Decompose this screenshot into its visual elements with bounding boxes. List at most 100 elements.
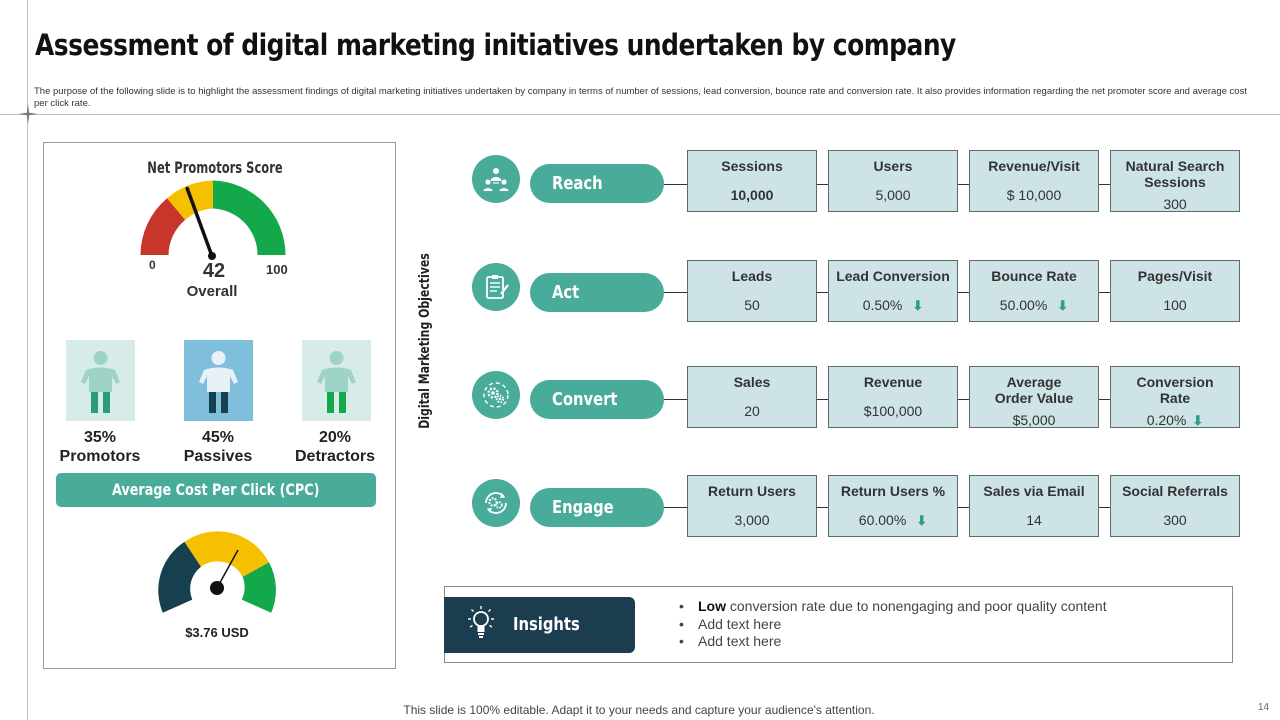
insight-item: Add text here xyxy=(679,633,1107,651)
cpc-title: Average Cost Per Click (CPC) xyxy=(112,480,320,499)
metric-label: Return Users % xyxy=(840,483,946,499)
detractors-stat: 20% Detractors xyxy=(285,428,385,466)
cpc-needle-hub xyxy=(210,581,224,595)
metric-label: Social Referrals xyxy=(1122,483,1228,499)
cpc-gauge-top xyxy=(184,531,269,577)
metric-value-wrap: 60.00% ⬇ xyxy=(829,512,957,529)
nps-needle-hub xyxy=(208,252,216,260)
nps-min: 0 xyxy=(149,258,156,272)
metric-value: 20 xyxy=(744,403,760,419)
metric-value: $ 10,000 xyxy=(1006,187,1062,203)
metric-label: Revenue xyxy=(863,374,923,390)
metric-label: Sessions xyxy=(721,158,783,174)
metric-users: Users 5,000 xyxy=(828,150,958,212)
metric-label: Sales xyxy=(733,374,771,390)
metric-sales: Sales 20 xyxy=(687,366,817,428)
metric-natural-search-sessions: Natural Search Sessions 300 xyxy=(1110,150,1240,212)
cpc-needle xyxy=(216,549,239,589)
metric-label: Return Users xyxy=(708,483,796,499)
gear-refresh-icon xyxy=(485,492,507,514)
detractors-person-card xyxy=(302,340,371,421)
metric-value: $5,000 xyxy=(1012,412,1056,428)
metric-label: Lead Conversion xyxy=(836,268,950,284)
metric-label: Conversion Rate xyxy=(1136,374,1214,406)
convert-pill: Convert xyxy=(530,380,664,419)
objectives-axis-label: Digital Marketing Objectives xyxy=(417,253,433,429)
cpc-value: $3.76 USD xyxy=(185,625,249,640)
metric-value: 300 xyxy=(1163,196,1187,212)
metric-social-referrals: Social Referrals 300 xyxy=(1110,475,1240,537)
insights-label: Insights xyxy=(513,614,580,635)
nps-max: 100 xyxy=(266,262,288,277)
metric-return-users: Return Users 3,000 xyxy=(687,475,817,537)
insights-list: Low conversion rate due to nonengaging a… xyxy=(679,598,1107,651)
metric-revenue-visit: Revenue/Visit $ 10,000 xyxy=(969,150,1099,212)
promotors-person-card xyxy=(66,340,135,421)
metric-average-order-value: Average Order Value $5,000 xyxy=(969,366,1099,428)
gears-cycle-icon xyxy=(483,382,509,408)
convert-icon-circle xyxy=(472,371,520,419)
arrow-down-icon: ⬇ xyxy=(912,298,924,313)
metric-value: $100,000 xyxy=(863,403,923,419)
metric-value: 100 xyxy=(1163,297,1187,313)
metric-value: 50.00% xyxy=(999,297,1048,313)
metric-pages-visit: Pages/Visit 100 xyxy=(1110,260,1240,322)
metric-lead-conversion: Lead Conversion 0.50% ⬇ xyxy=(828,260,958,322)
metric-label: Sales via Email xyxy=(983,483,1085,499)
metric-value: 0.50% xyxy=(862,297,903,313)
person-icon xyxy=(199,351,238,413)
insight-item: Add text here xyxy=(679,616,1107,634)
metric-value-wrap: 50.00% ⬇ xyxy=(970,297,1098,314)
cpc-title-bar: Average Cost Per Click (CPC) xyxy=(56,473,376,507)
insight-item: Low conversion rate due to nonengaging a… xyxy=(679,598,1107,616)
metric-label: Users xyxy=(873,158,913,174)
detractors-label: Detractors xyxy=(294,448,376,465)
promotors-label: Promotors xyxy=(59,448,141,465)
slide-footer: This slide is 100% editable. Adapt it to… xyxy=(403,703,875,717)
metric-leads: Leads 50 xyxy=(687,260,817,322)
metric-label: Average Order Value xyxy=(994,374,1074,406)
metric-label: Pages/Visit xyxy=(1137,268,1213,284)
lightbulb-idea-icon xyxy=(468,606,494,638)
cpc-gauge-right xyxy=(241,562,276,613)
cpc-gauge xyxy=(158,531,276,613)
clipboard-checklist-icon xyxy=(486,275,509,299)
slide-subtitle: The purpose of the following slide is to… xyxy=(34,86,1247,109)
person-icon xyxy=(317,351,356,413)
nps-overall-label: Overall xyxy=(186,283,238,300)
passives-pct: 45% xyxy=(201,429,235,446)
reach-pill: Reach xyxy=(530,164,664,203)
engage-icon-circle xyxy=(472,479,520,527)
passives-stat: 45% Passives xyxy=(168,428,268,466)
nps-gauge-low xyxy=(140,198,186,255)
metric-value: 5,000 xyxy=(875,187,911,203)
engage-pill: Engage xyxy=(530,488,664,527)
nps-cpc-panel xyxy=(43,142,396,669)
metric-value: 0.20% xyxy=(1146,412,1187,428)
metric-value: 14 xyxy=(1026,512,1042,528)
header-divider xyxy=(0,114,1280,115)
left-guide-line xyxy=(27,0,28,720)
promotors-stat: 35% Promotors xyxy=(50,428,150,466)
metric-sessions: Sessions 10,000 xyxy=(687,150,817,212)
metric-value: 50 xyxy=(744,297,760,313)
metric-value-wrap: 0.20% ⬇ xyxy=(1111,412,1239,429)
passives-label: Passives xyxy=(183,448,253,465)
metric-label: Bounce Rate xyxy=(991,268,1077,284)
page-number: 14 xyxy=(1258,702,1270,713)
metric-conversion-rate: Conversion Rate 0.20% ⬇ xyxy=(1110,366,1240,428)
nps-title: Net Promotors Score xyxy=(147,158,283,177)
nps-score: 42 xyxy=(202,260,226,282)
arrow-down-icon: ⬇ xyxy=(1192,413,1204,428)
metric-label: Leads xyxy=(731,268,773,284)
passives-person-card xyxy=(184,340,253,421)
act-pill: Act xyxy=(530,273,664,312)
sparkle-icon xyxy=(18,104,38,124)
insights-tab: Insights xyxy=(444,597,635,653)
metric-bounce-rate: Bounce Rate 50.00% ⬇ xyxy=(969,260,1099,322)
person-icon xyxy=(81,351,120,413)
metric-value: 3,000 xyxy=(734,512,770,528)
nps-needle xyxy=(185,186,214,258)
metric-value: 60.00% xyxy=(858,512,907,528)
metric-return-users-pct: Return Users % 60.00% ⬇ xyxy=(828,475,958,537)
